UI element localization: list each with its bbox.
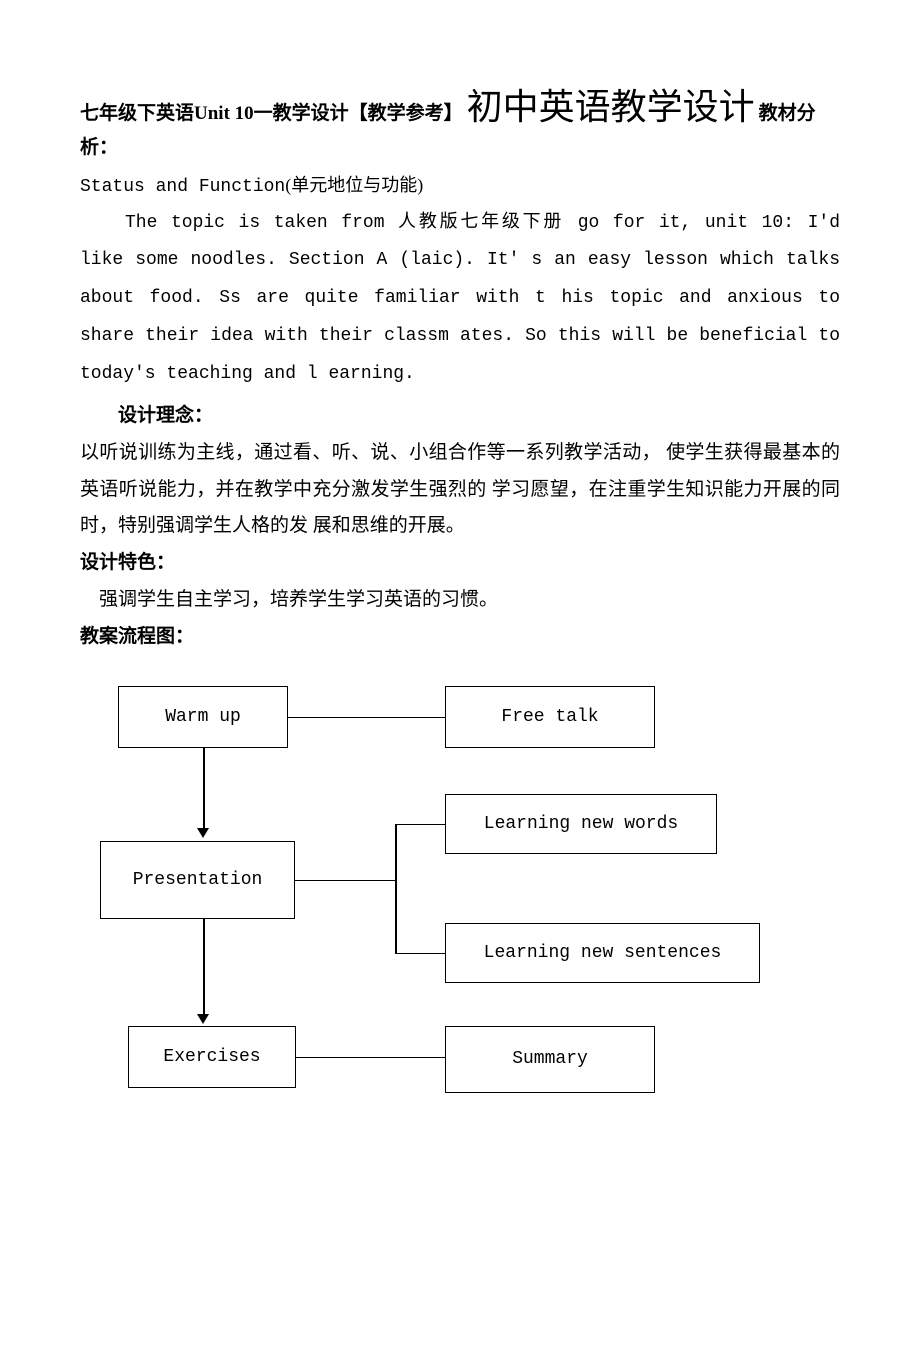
section2-body: 强调学生自主学习，培养学生学习英语的习惯。	[80, 582, 840, 618]
flowchart-node-newwords: Learning new words	[445, 794, 717, 854]
flowchart-arrow-icon	[197, 1014, 209, 1024]
flowchart-node-newsentences: Learning new sentences	[445, 923, 760, 983]
document-title: 七年级下英语Unit 10一教学设计【教学参考】 初中英语教学设计 教材分析：	[80, 80, 840, 163]
flowchart-line	[288, 717, 445, 719]
flowchart-node-exercises: Exercises	[128, 1026, 296, 1088]
intro-paragraph: The topic is taken from 人教版七年级下册 go for …	[80, 205, 840, 394]
flowchart-line	[395, 824, 445, 826]
flowchart-line	[203, 748, 205, 828]
title-prefix: 七年级下英语Unit 10一教学设计【教学参考】	[80, 103, 463, 124]
flowchart-line	[296, 1057, 445, 1059]
status-english: Status and Function	[80, 177, 285, 197]
section3-heading: 教案流程图：	[80, 618, 840, 656]
flowchart-container: Warm up Free talk Presentation Learning new…	[100, 686, 800, 1136]
section1-heading: 设计理念：	[80, 397, 840, 435]
flowchart-line	[395, 953, 445, 955]
flowchart-node-warmup: Warm up	[118, 686, 288, 748]
title-main: 初中英语教学设计	[467, 87, 755, 127]
flowchart-line	[203, 919, 205, 1014]
status-line: Status and Function(单元地位与功能)	[80, 171, 840, 197]
flowchart-node-presentation: Presentation	[100, 841, 295, 919]
section2-heading: 设计特色：	[80, 544, 840, 582]
flowchart-line	[395, 824, 397, 954]
section1-body: 以听说训练为主线，通过看、听、说、小组合作等一系列教学活动， 使学生获得最基本的…	[80, 435, 840, 543]
flowchart-node-freetalk: Free talk	[445, 686, 655, 748]
flowchart-node-summary: Summary	[445, 1026, 655, 1093]
flowchart-arrow-icon	[197, 828, 209, 838]
status-chinese: (单元地位与功能)	[285, 175, 423, 195]
flowchart-line	[295, 880, 395, 882]
